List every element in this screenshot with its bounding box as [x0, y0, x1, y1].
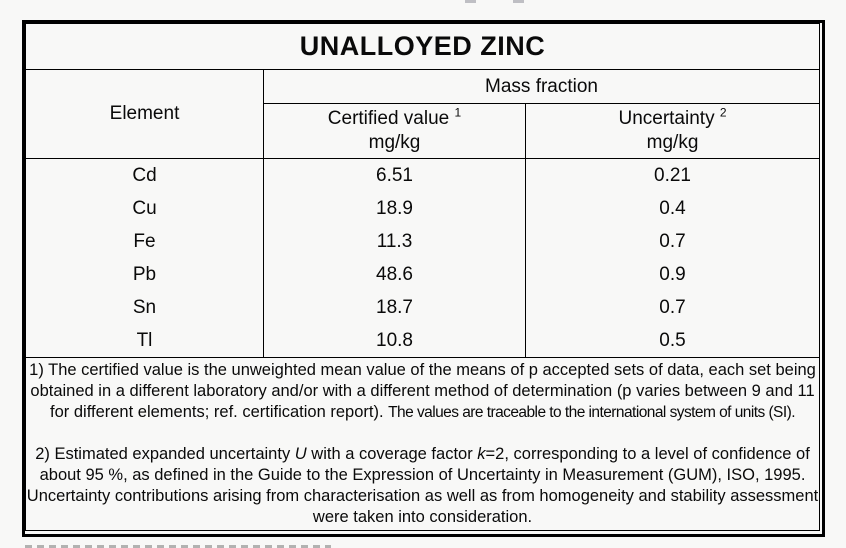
footnote-2: 2) Estimated expanded uncertainty U with…	[26, 444, 819, 528]
element-cell: Fe	[25, 225, 264, 258]
certified-value-cell: 18.7	[263, 291, 526, 324]
element-cell: Cd	[25, 158, 264, 192]
table-title: UNALLOYED ZINC	[24, 23, 821, 70]
footnote-2-text-2: with a coverage factor	[306, 445, 478, 463]
clipped-text-artifact-top	[513, 0, 524, 3]
uncertainty-cell: 0.21	[524, 158, 821, 192]
footnote-1-traceability-text: The values are traceable to the internat…	[388, 404, 795, 421]
table-row: Tl 10.8 0.5	[25, 324, 821, 358]
column-header-certified-value: Certified value 1 mg/kg	[263, 103, 526, 159]
table-title-row: UNALLOYED ZINC	[24, 23, 821, 70]
footnote-1: 1) The certified value is the unweighted…	[26, 360, 819, 423]
certified-value-cell: 11.3	[263, 225, 526, 258]
certified-values-table: UNALLOYED ZINC Element Mass fraction Cer…	[24, 23, 821, 531]
footnote-1-marker: 1	[454, 105, 462, 120]
certified-value-label: Certified value	[327, 108, 450, 129]
element-cell: Pb	[25, 258, 264, 291]
uncertainty-cell: 0.5	[524, 324, 821, 358]
footnotes-row: 1) The certified value is the unweighted…	[24, 357, 821, 531]
symbol-U: U	[294, 445, 307, 463]
table-row: Fe 11.3 0.7	[25, 225, 821, 258]
element-cell: Cu	[25, 192, 264, 225]
footnote-spacer	[26, 423, 819, 444]
footnote-1-text: 1) The certified value is the unweighted…	[29, 361, 816, 421]
element-cell: Sn	[25, 291, 264, 324]
certificate-table-frame: UNALLOYED ZINC Element Mass fraction Cer…	[22, 20, 825, 537]
clipped-text-artifact-top	[465, 0, 476, 3]
table-row: Cu 18.9 0.4	[25, 192, 821, 225]
uncertainty-label: Uncertainty	[618, 108, 715, 129]
table-row: Sn 18.7 0.7	[25, 291, 821, 324]
table-row: Cd 6.51 0.21	[25, 158, 821, 192]
certified-value-cell: 48.6	[263, 258, 526, 291]
uncertainty-cell: 0.7	[524, 225, 821, 258]
clipped-text-artifact-bottom	[25, 545, 331, 548]
uncertainty-cell: 0.9	[524, 258, 821, 291]
certified-value-cell: 6.51	[263, 158, 526, 192]
footnote-2-marker: 2	[719, 105, 727, 120]
symbol-k: k	[477, 445, 486, 463]
footnote-2-text-3: =2, corresponding to a level of confiden…	[26, 445, 819, 526]
footnotes-cell: 1) The certified value is the unweighted…	[24, 357, 821, 531]
column-header-element: Element	[25, 69, 264, 159]
footnote-2-text-1: 2) Estimated expanded uncertainty	[35, 445, 295, 463]
column-header-uncertainty: Uncertainty 2 mg/kg	[524, 103, 821, 159]
table-header-row-1: Element Mass fraction	[25, 69, 821, 159]
certified-value-cell: 18.9	[263, 192, 526, 225]
certified-value-unit: mg/kg	[368, 132, 421, 153]
certified-value-cell: 10.8	[263, 324, 526, 358]
column-header-mass-fraction: Mass fraction	[262, 69, 821, 104]
uncertainty-unit: mg/kg	[646, 132, 699, 153]
uncertainty-cell: 0.7	[524, 291, 821, 324]
table-row: Pb 48.6 0.9	[25, 258, 821, 291]
table-header-row-2: Certified value 1 mg/kg Uncertainty 2 mg…	[26, 103, 821, 159]
element-cell: Tl	[25, 324, 264, 358]
uncertainty-cell: 0.4	[524, 192, 821, 225]
